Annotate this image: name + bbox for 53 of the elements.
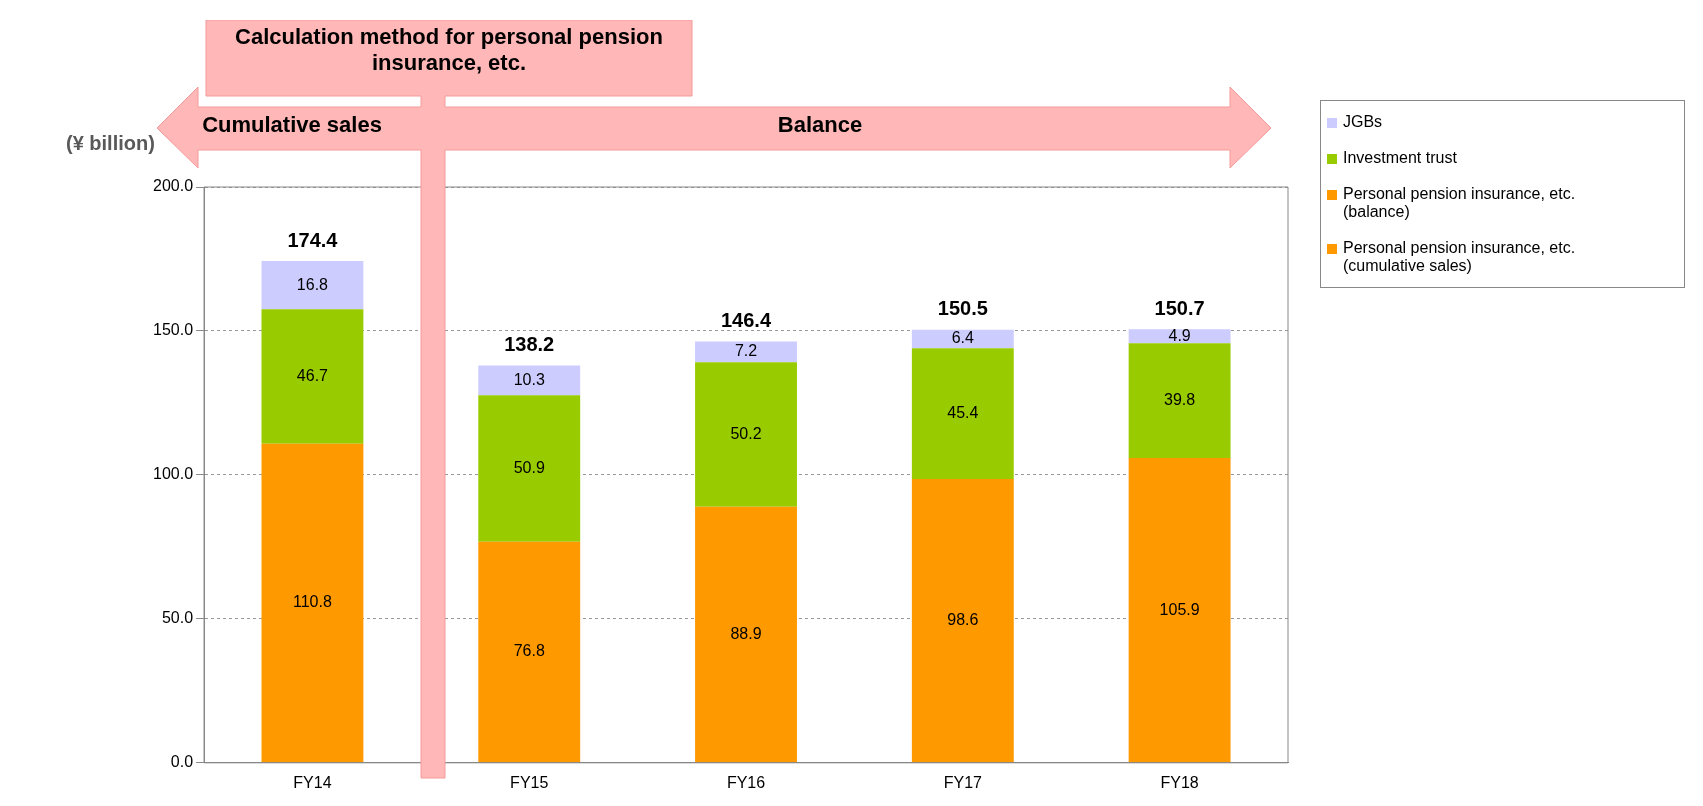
bar — [695, 341, 797, 363]
bar — [478, 541, 581, 763]
y-tick-label: 100.0 — [152, 465, 194, 483]
x-tick-label: FY18 — [1160, 773, 1199, 791]
data-label: 110.8 — [293, 593, 332, 611]
data-label: 46.7 — [296, 366, 329, 384]
data-label: 39.8 — [1164, 391, 1196, 409]
data-label: 88.9 — [730, 624, 762, 642]
bar — [261, 309, 364, 444]
data-label: 50.2 — [730, 425, 762, 442]
x-tick-label: FY14 — [293, 773, 332, 791]
text: Balance — [776, 112, 864, 138]
total-label: 150.7 — [1154, 296, 1205, 319]
data-label: 16.8 — [296, 275, 329, 293]
data-label: 98.6 — [947, 611, 979, 629]
x-tick-label: FY16 — [726, 773, 766, 791]
bar — [478, 365, 581, 396]
legend-label: Personal pension insurance, etc. (cumulative sales) — [1343, 239, 1577, 275]
x-tick-label: FY15 — [510, 773, 549, 791]
y-tick-label: 150.0 — [152, 321, 194, 339]
y-axis-title: (¥ billion) — [66, 132, 155, 155]
text: Calculation method for personal pension insurance, etc. — [234, 24, 664, 76]
data-label: 4.9 — [1168, 326, 1191, 344]
bar — [478, 395, 581, 542]
data-label: 10.3 — [513, 370, 545, 388]
bar — [695, 506, 797, 763]
data-label: 6.4 — [951, 329, 975, 347]
legend-label: JGBs — [1343, 113, 1383, 131]
bar — [695, 362, 797, 507]
data-label: 76.8 — [513, 642, 545, 660]
bar — [1128, 329, 1231, 344]
bar — [911, 478, 1014, 763]
data-label: 7.2 — [734, 342, 758, 360]
y-tick-label: 200.0 — [152, 177, 194, 195]
bar — [1128, 457, 1231, 763]
data-label: 45.4 — [947, 403, 979, 421]
y-tick-label: 0.0 — [170, 753, 194, 771]
total-label: 138.2 — [504, 333, 555, 356]
data-label: 50.9 — [513, 458, 545, 476]
total-label: 150.5 — [937, 297, 988, 320]
bar — [911, 348, 1014, 479]
bar — [261, 443, 364, 763]
bar — [261, 260, 364, 310]
y-tick-label: 50.0 — [161, 609, 194, 627]
text: Cumulative sales — [201, 112, 383, 138]
bar — [1128, 343, 1231, 458]
legend-label: Investment trust — [1343, 149, 1457, 167]
legend-label: Personal pension insurance, etc. (balance) — [1343, 185, 1577, 221]
data-label: 105.9 — [1159, 600, 1200, 618]
total-label: 146.4 — [720, 309, 772, 332]
bar — [911, 329, 1014, 349]
total-label: 174.4 — [287, 228, 339, 251]
x-tick-label: FY17 — [943, 773, 983, 791]
